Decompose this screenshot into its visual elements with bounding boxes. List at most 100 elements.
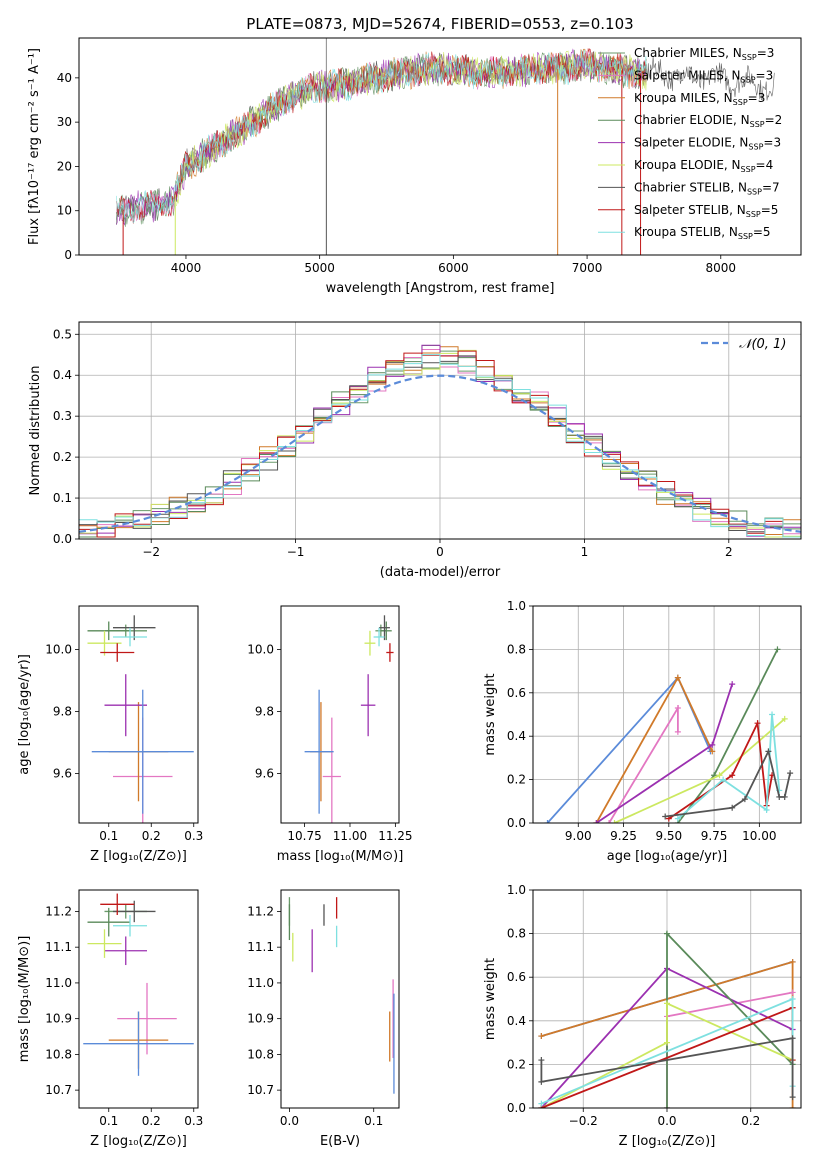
- x-tick-label: −1: [287, 545, 305, 559]
- series-line: [668, 720, 773, 820]
- x-tick-label: 0.3: [184, 1114, 203, 1128]
- x-tick-label: 0.2: [142, 1114, 161, 1128]
- x-tick-label: 4000: [171, 261, 202, 275]
- series-marker: [716, 772, 723, 779]
- series-marker: [709, 741, 716, 748]
- y-tick-label: 0.8: [507, 642, 526, 656]
- figure-title: PLATE=0873, MJD=52674, FIBERID=0553, z=0…: [246, 15, 633, 33]
- y-tick-label: 0.4: [507, 729, 526, 743]
- series-marker: [781, 793, 788, 800]
- spectrum-line-7: [116, 48, 647, 224]
- x-tick-label: 0.1: [99, 829, 118, 843]
- axes-frame: [78, 605, 199, 824]
- x-tick-label: 10.75: [287, 829, 321, 843]
- errorbar-point: [380, 621, 392, 641]
- x-tick-label: 1: [581, 545, 589, 559]
- legend-label: Chabrier MILES, NSSP=3: [634, 46, 774, 62]
- y-tick-label: 9.8: [255, 704, 274, 718]
- legend-label: 𝒩(0, 1): [739, 337, 786, 352]
- errorbar-point: [87, 630, 122, 656]
- axes-mass-vs-EBV: 0.0 0.1 10.7 10.8 10.9 11.0 11.1 11.2 E(B-V): [247, 889, 400, 1149]
- plot-area: [87, 615, 194, 823]
- x-axis-label: E(B-V): [320, 1134, 360, 1149]
- errorbar-point: [87, 621, 130, 641]
- errorbar-point: [386, 643, 394, 662]
- y-tick-label: 10.9: [247, 1012, 274, 1026]
- plot-area: [288, 897, 395, 1094]
- axes-frame: [280, 889, 400, 1109]
- y-tick-label: 0.0: [53, 532, 72, 546]
- series-marker: [611, 820, 618, 823]
- axes-residuals: −2 −1 0 1 2 0.0 0.1 0.2 0.3 0.4 0.5 (data-model)/er…: [28, 321, 802, 580]
- x-tick-label: 11.25: [378, 829, 412, 843]
- plot-area: [538, 930, 796, 1108]
- errorbar-point: [104, 674, 147, 737]
- series-marker: [729, 681, 736, 688]
- plot-area: [544, 646, 794, 823]
- y-axis-label: mass weight: [483, 958, 498, 1040]
- errorbar-point: [87, 907, 130, 937]
- series-marker: [538, 1057, 545, 1064]
- y-tick-label: 1.0: [507, 883, 526, 897]
- x-tick-label: 11.00: [333, 829, 367, 843]
- x-tick-label: 2: [725, 545, 733, 559]
- y-tick-label: 0.0: [507, 816, 526, 830]
- y-tick-label: 9.8: [53, 704, 72, 718]
- axes-mass-weight-vs-Z: −0.2 0.0 0.2 0.0 0.2 0.4 0.6 0.8 1.0 Z [log₁₀(Z/Z…: [483, 883, 802, 1149]
- y-tick-label: 0.6: [507, 686, 526, 700]
- series-marker: [741, 796, 748, 803]
- series-marker: [538, 1078, 545, 1085]
- series-marker: [664, 1000, 670, 1007]
- x-axis-label: Z [log₁₀(Z/Z⊙)]: [619, 1134, 716, 1149]
- y-tick-label: 40: [57, 71, 72, 85]
- series-marker: [789, 1035, 796, 1042]
- y-tick-label: 11.1: [45, 940, 72, 954]
- series-marker: [664, 1105, 670, 1108]
- y-tick-label: 10.7: [247, 1083, 274, 1097]
- y-tick-label: 0: [64, 248, 72, 262]
- series-marker: [765, 748, 772, 755]
- y-tick-label: 11.2: [247, 904, 274, 918]
- y-tick-label: 0.4: [507, 1014, 526, 1028]
- series-marker: [774, 646, 781, 653]
- x-tick-label: 9.50: [655, 829, 682, 843]
- series-marker: [674, 704, 681, 711]
- y-tick-label: 0.6: [507, 970, 526, 984]
- errorbar-point: [83, 1011, 194, 1076]
- y-tick-label: 0.5: [53, 327, 72, 341]
- series-line: [608, 704, 679, 823]
- plot-area: [79, 344, 801, 538]
- legend-label: Chabrier STELIB, NSSP=7: [634, 180, 780, 196]
- x-tick-label: 0.0: [280, 1114, 299, 1128]
- y-tick-label: 0.8: [507, 927, 526, 941]
- x-axis-label: age [log₁₀(age/yr)]: [607, 849, 728, 864]
- series-line: [540, 1002, 793, 1108]
- axes-frame: [532, 605, 802, 824]
- series-marker: [593, 820, 600, 823]
- x-axis-label: mass [log₁₀(M/M⊙)]: [277, 849, 404, 864]
- errorbar-point: [100, 893, 135, 916]
- x-tick-label: 9.00: [565, 829, 592, 843]
- x-axis-label: Z [log₁₀(Z/Z⊙)]: [90, 849, 187, 864]
- series-marker: [674, 815, 681, 822]
- x-tick-label: 10.00: [742, 829, 776, 843]
- x-axis-label: (data-model)/error: [380, 565, 501, 580]
- series-marker: [769, 711, 776, 718]
- series-marker: [789, 989, 796, 996]
- normal-reference-curve: [79, 374, 801, 533]
- series-marker: [729, 804, 736, 811]
- axes-frame: [78, 889, 199, 1109]
- y-axis-label: Flux [fλ10⁻¹⁷ erg cm⁻² s⁻¹ A⁻¹]: [27, 48, 42, 245]
- errorbar-point: [113, 915, 147, 937]
- legend-label: Kroupa STELIB, NSSP=5: [634, 225, 771, 241]
- series-line: [540, 1037, 794, 1098]
- y-tick-label: 20: [57, 159, 72, 173]
- x-tick-label: 9.75: [701, 829, 728, 843]
- y-tick-label: 11.1: [247, 940, 274, 954]
- x-tick-label: 0.0: [657, 1114, 676, 1128]
- y-tick-label: 11.0: [247, 976, 274, 990]
- y-tick-label: 30: [57, 115, 72, 129]
- series-marker: [709, 748, 716, 755]
- series-marker: [789, 996, 796, 1002]
